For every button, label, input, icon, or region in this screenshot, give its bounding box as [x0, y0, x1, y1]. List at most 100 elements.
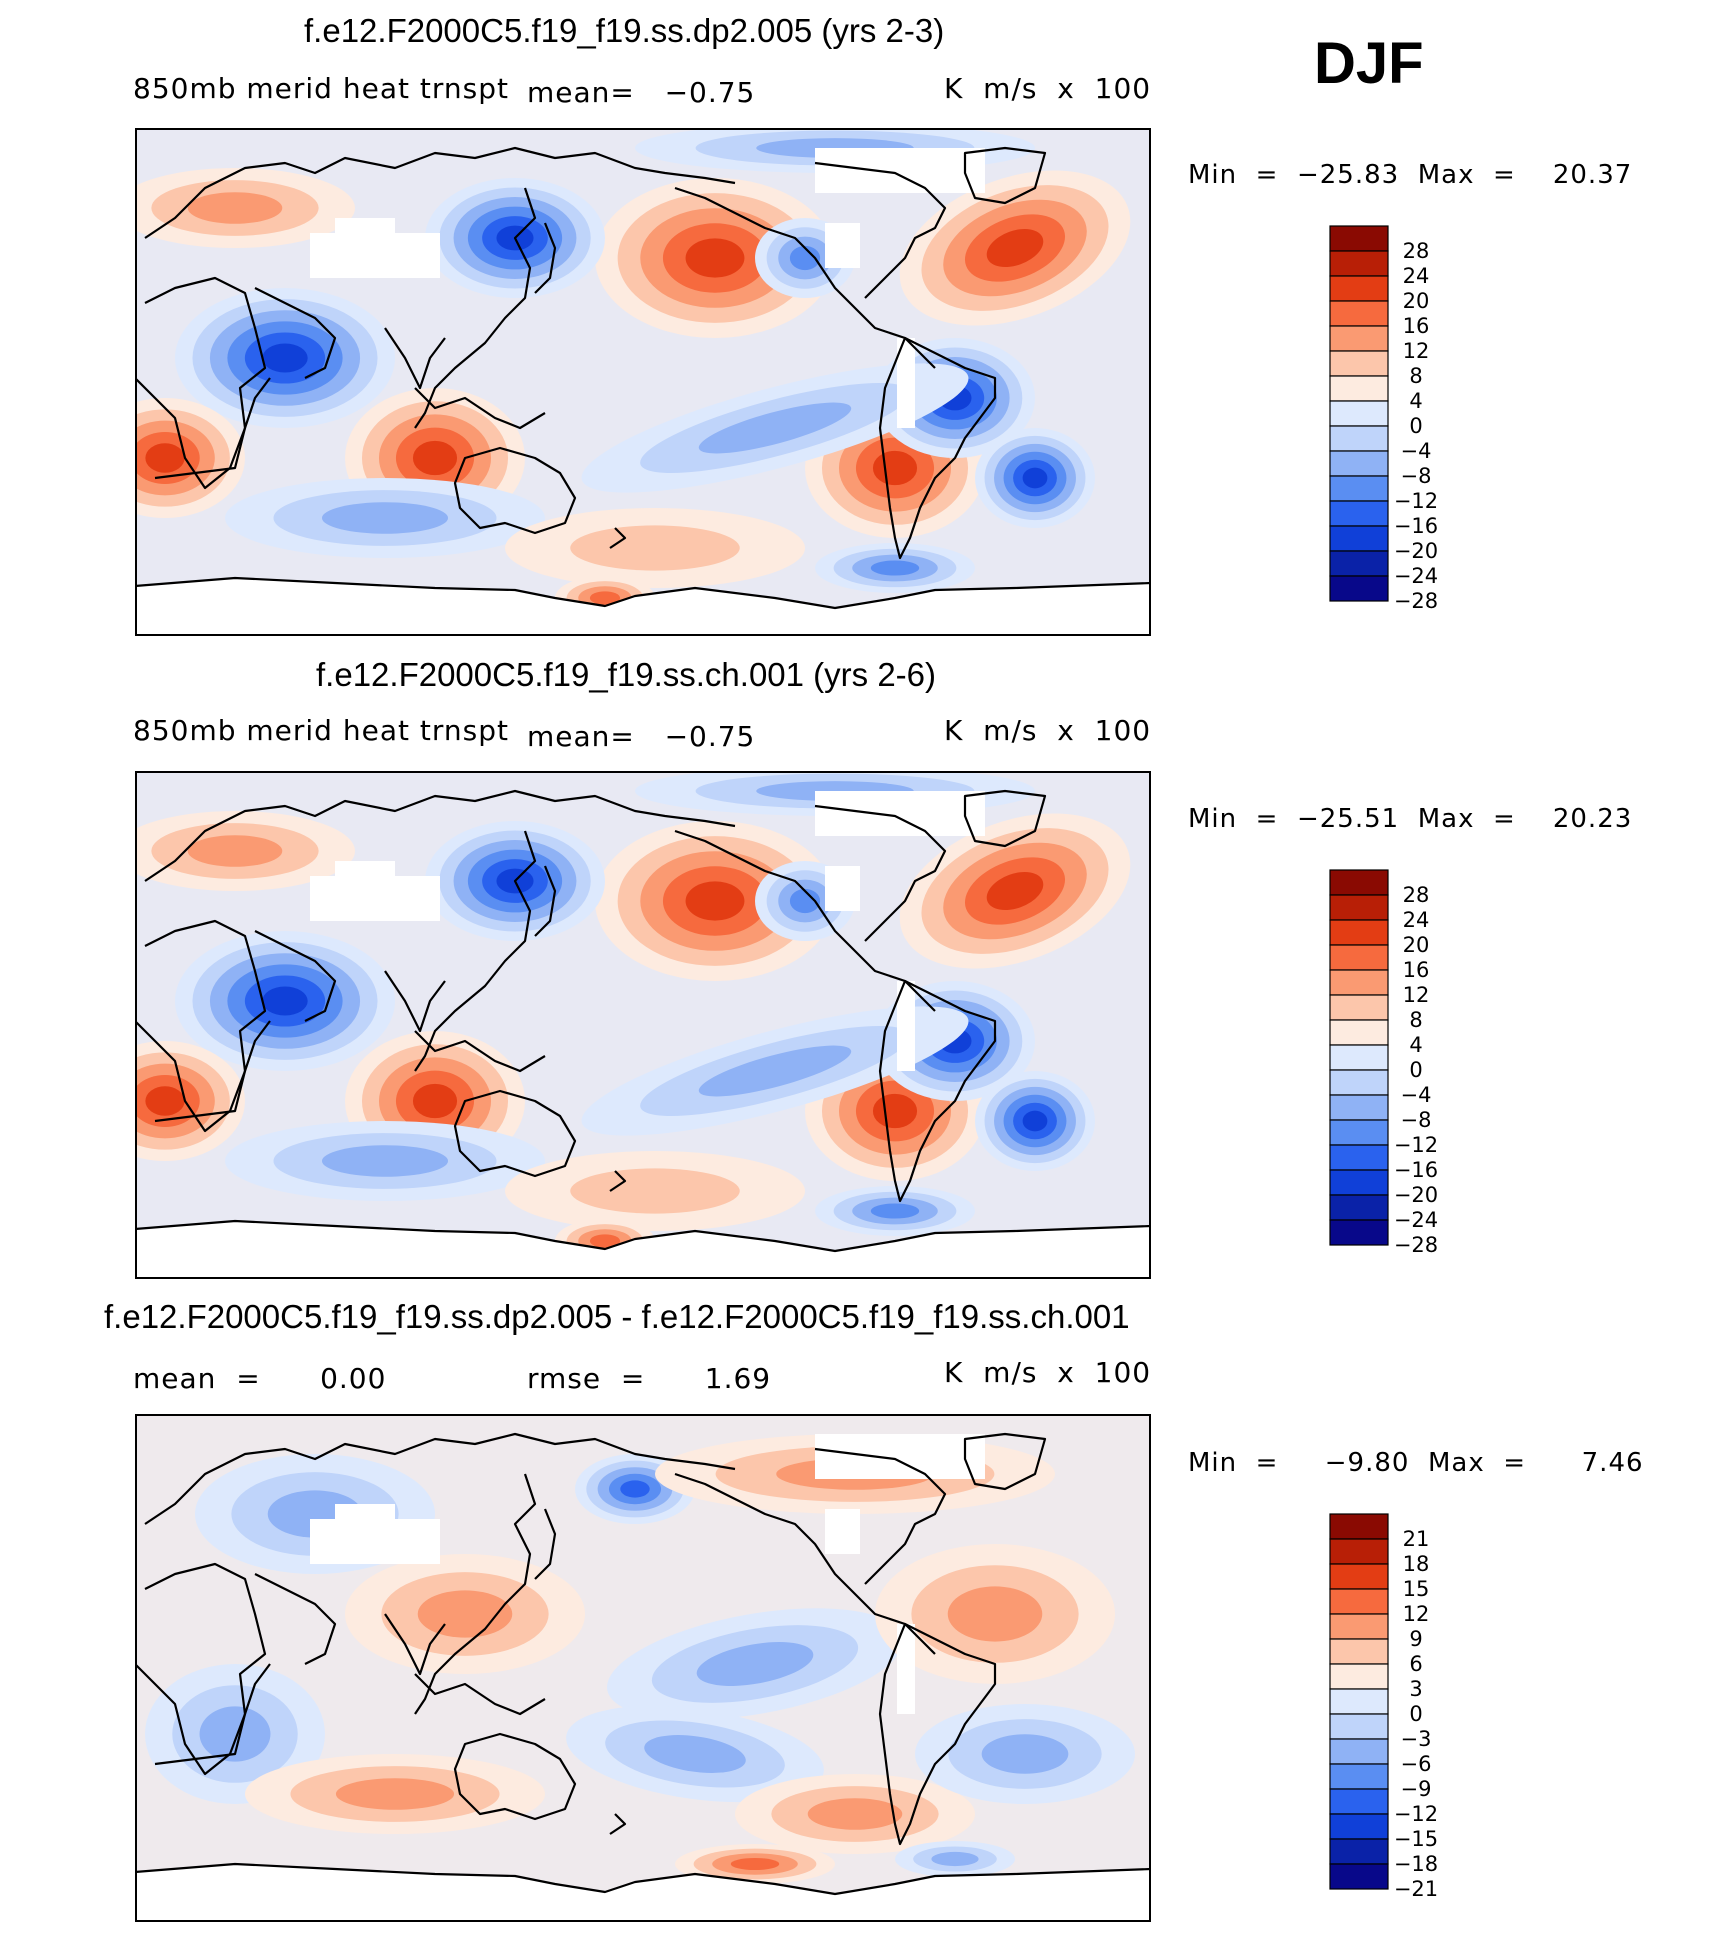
colorbar-swatch — [1329, 250, 1389, 277]
colorbar-tick-label: −15 — [1394, 1827, 1438, 1851]
colorbar-swatch — [1329, 1713, 1389, 1740]
coastline — [609, 1170, 627, 1192]
panel1-units-label: K m/s x 100 — [944, 72, 1152, 105]
coastline — [154, 1020, 271, 1123]
colorbar-swatch — [1329, 1788, 1389, 1815]
colorbar-swatch — [1329, 894, 1389, 921]
colorbar-swatch — [1329, 575, 1389, 602]
colorbar-swatch — [1329, 1813, 1389, 1840]
coastline — [135, 1862, 1151, 1896]
season-label: DJF — [1314, 31, 1424, 96]
colorbar-swatch — [1329, 525, 1389, 552]
colorbar-tick-label: 16 — [1403, 958, 1430, 982]
coastline — [154, 1663, 271, 1766]
colorbar-tick-label: 16 — [1403, 314, 1430, 338]
colorbar-swatch — [1329, 450, 1389, 477]
colorbar-tick-label: 8 — [1409, 364, 1422, 388]
colorbar-tick-label: 4 — [1409, 1033, 1422, 1057]
coastline — [534, 865, 557, 937]
colorbar-tick-label: 18 — [1403, 1552, 1430, 1576]
colorbar-swatch — [1329, 1638, 1389, 1665]
colorbar-swatch — [1329, 300, 1389, 327]
coastline — [154, 377, 271, 480]
colorbar-swatch — [1329, 1763, 1389, 1790]
colorbar-swatch — [1329, 969, 1389, 996]
coastline — [878, 979, 997, 1203]
coastline — [254, 1573, 337, 1665]
coastline — [414, 1673, 546, 1716]
colorbar-tick-label: 0 — [1409, 414, 1422, 438]
panel2-mean-label: mean= −0.75 — [527, 720, 756, 753]
coastline — [814, 161, 947, 299]
colorbar-tick-label: −9 — [1401, 1777, 1432, 1801]
coastline — [878, 1622, 997, 1846]
colorbar-swatch — [1329, 944, 1389, 971]
colorbar-swatch — [1329, 325, 1389, 352]
coastline — [674, 186, 936, 369]
colorbar-swatch — [1329, 225, 1389, 252]
panel2-contour-map — [135, 771, 1151, 1279]
colorbar-tick-label: 20 — [1403, 933, 1430, 957]
coastline — [135, 1219, 1151, 1253]
colorbar-tick-label: 15 — [1403, 1577, 1430, 1601]
colorbar-swatch — [1329, 1513, 1389, 1540]
colorbar-swatch — [1329, 400, 1389, 427]
colorbar-swatch — [1329, 1688, 1389, 1715]
coastline — [814, 1447, 947, 1585]
coastline — [135, 1562, 267, 1776]
coastline — [135, 919, 267, 1133]
colorbar-tick-label: −28 — [1394, 1233, 1438, 1257]
colorbar-tick-label: 4 — [1409, 389, 1422, 413]
panel1-minmax-label: Min = −25.83 Max = 20.37 — [1188, 160, 1633, 190]
panel2-variable-label: 850mb merid heat trnspt — [133, 714, 509, 747]
colorbar-swatch — [1329, 350, 1389, 377]
coastline — [674, 1472, 936, 1655]
coastline — [414, 387, 546, 430]
coastline — [144, 146, 736, 239]
colorbar-tick-label: −12 — [1394, 489, 1438, 513]
coastline — [414, 1473, 537, 1715]
coastline — [609, 527, 627, 549]
coastline — [963, 1432, 1047, 1491]
colorbar-swatch — [1329, 1094, 1389, 1121]
colorbar-tick-label: 12 — [1403, 339, 1430, 363]
panel3-mean-label: mean = 0.00 — [133, 1362, 387, 1395]
colorbar-tick-label: 12 — [1403, 983, 1430, 1007]
colorbar-tick-label: −20 — [1394, 539, 1438, 563]
colorbar-tick-label: 28 — [1403, 239, 1430, 263]
coastline — [144, 1432, 736, 1525]
colorbar-swatch — [1329, 1538, 1389, 1565]
coastline — [963, 146, 1047, 205]
panel2-units-label: K m/s x 100 — [944, 714, 1152, 747]
colorbar-swatch — [1329, 500, 1389, 527]
colorbar-swatch — [1329, 1019, 1389, 1046]
colorbar-tick-label: 28 — [1403, 883, 1430, 907]
coastline — [254, 287, 337, 379]
colorbar-swatch — [1329, 375, 1389, 402]
panel2-title: f.e12.F2000C5.f19_f19.ss.ch.001 (yrs 2-6… — [316, 656, 937, 693]
coastline — [453, 1732, 577, 1821]
colorbar-swatch — [1329, 1588, 1389, 1615]
panel3-contour-map — [135, 1414, 1151, 1922]
colorbar-swatch — [1329, 994, 1389, 1021]
colorbar-tick-label: 0 — [1409, 1702, 1422, 1726]
colorbar-tick-label: 3 — [1409, 1677, 1422, 1701]
panel3-minmax-label: Min = −9.80 Max = 7.46 — [1188, 1448, 1644, 1478]
panel1-mean-label: mean= −0.75 — [527, 76, 756, 109]
coastline — [878, 336, 997, 560]
colorbar-swatch — [1329, 275, 1389, 302]
colorbar-tick-label: −16 — [1394, 514, 1438, 538]
colorbar-swatch — [1329, 1738, 1389, 1765]
coastline — [963, 789, 1047, 848]
colorbar-tick-label: 6 — [1409, 1652, 1422, 1676]
colorbar-swatch — [1329, 919, 1389, 946]
colorbar-tick-label: 21 — [1403, 1527, 1430, 1551]
colorbar-swatch — [1329, 1663, 1389, 1690]
colorbar-swatch — [1329, 1613, 1389, 1640]
colorbar-tick-label: −4 — [1401, 1083, 1432, 1107]
coastline — [135, 276, 267, 490]
coastline — [609, 1813, 627, 1835]
